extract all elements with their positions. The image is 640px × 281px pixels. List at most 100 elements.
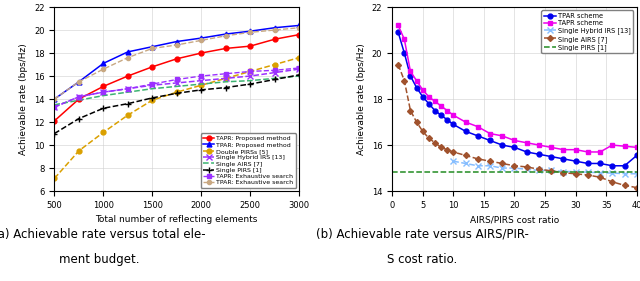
Single AIRS [7] <box>413 120 420 124</box>
X-axis label: Total number of reflecting elements: Total number of reflecting elements <box>95 215 258 224</box>
Single AIRS [7] <box>124 90 132 94</box>
Single Hybrid IRS [13] <box>271 71 278 74</box>
Single Hybrid IRS [13] <box>51 105 58 109</box>
TAPR: Proposed method: (1.5e+03, 16.8): Proposed method: (1.5e+03, 16.8) <box>148 65 156 69</box>
Single AIRS [7] <box>148 87 156 90</box>
TPAR scheme <box>535 153 543 156</box>
Double PIRSs [5] <box>173 90 180 94</box>
TPAR: Proposed method: (1.5e+03, 18.6): Proposed method: (1.5e+03, 18.6) <box>148 45 156 48</box>
Single AIRS [7] <box>559 171 567 174</box>
TPAR: Proposed method: (2.75e+03, 20.2): Proposed method: (2.75e+03, 20.2) <box>271 26 278 30</box>
Single Hybrid IRS [13] <box>474 164 481 167</box>
TPAR scheme <box>559 157 567 160</box>
Single PIRS [1] <box>246 82 254 86</box>
Single Hybrid IRS [13] <box>99 90 107 94</box>
TAPR: Exhaustive search: (1.25e+03, 14.9): Exhaustive search: (1.25e+03, 14.9) <box>124 87 132 90</box>
TAPR: Exhaustive search: (750, 14.2): Exhaustive search: (750, 14.2) <box>75 95 83 98</box>
TPAR: Proposed method: (1.25e+03, 18.1): Proposed method: (1.25e+03, 18.1) <box>124 50 132 54</box>
Line: TPAR scheme: TPAR scheme <box>396 30 639 168</box>
Single Hybrid IRS [13] <box>486 164 494 167</box>
TPAR scheme <box>511 146 518 149</box>
Single Hybrid IRS [13] <box>559 170 567 173</box>
TAPR: Proposed method: (500, 12.1): Proposed method: (500, 12.1) <box>51 119 58 123</box>
Single AIRS [7] <box>394 63 402 66</box>
TPAR: Exhaustive search: (3e+03, 20.2): Exhaustive search: (3e+03, 20.2) <box>295 26 303 30</box>
TPAR: Exhaustive search: (1e+03, 16.6): Exhaustive search: (1e+03, 16.6) <box>99 67 107 71</box>
Single Hybrid IRS [13] <box>584 171 592 174</box>
Single AIRS [7] <box>99 94 107 97</box>
TAPR scheme <box>547 146 555 149</box>
Single Hybrid IRS [13] <box>535 169 543 172</box>
Single Hybrid IRS [13] <box>461 162 469 165</box>
Single Hybrid IRS [13] <box>173 81 180 85</box>
TAPR scheme <box>449 114 457 117</box>
TPAR: Proposed method: (3e+03, 20.4): Proposed method: (3e+03, 20.4) <box>295 24 303 27</box>
TPAR scheme <box>431 109 439 112</box>
TPAR scheme <box>401 51 408 55</box>
Single AIRS [7] <box>511 164 518 167</box>
TPAR: Exhaustive search: (750, 15.5): Exhaustive search: (750, 15.5) <box>75 80 83 83</box>
Single AIRS [7] <box>51 103 58 106</box>
TPAR: Proposed method: (2e+03, 19.3): Proposed method: (2e+03, 19.3) <box>197 37 205 40</box>
TAPR scheme <box>431 100 439 103</box>
TPAR: Proposed method: (1.75e+03, 19): Proposed method: (1.75e+03, 19) <box>173 40 180 43</box>
TAPR: Proposed method: (1.25e+03, 16): Proposed method: (1.25e+03, 16) <box>124 74 132 78</box>
TPAR scheme <box>486 139 494 142</box>
Text: ment budget.: ment budget. <box>59 253 140 266</box>
TAPR scheme <box>425 95 433 98</box>
TAPR scheme <box>437 104 445 108</box>
TPAR scheme <box>584 162 592 165</box>
Single Hybrid IRS [13] <box>609 171 616 175</box>
TAPR: Proposed method: (3e+03, 19.6): Proposed method: (3e+03, 19.6) <box>295 33 303 36</box>
TAPR scheme <box>474 125 481 128</box>
Single AIRS [7] <box>431 141 439 144</box>
Single Hybrid IRS [13] <box>499 166 506 170</box>
TPAR scheme <box>499 143 506 147</box>
Line: TAPR: Exhaustive search: TAPR: Exhaustive search <box>52 66 301 109</box>
Double PIRSs [5] <box>197 83 205 87</box>
TPAR: Proposed method: (2.5e+03, 19.9): Proposed method: (2.5e+03, 19.9) <box>246 30 254 33</box>
TAPR scheme <box>413 79 420 82</box>
Text: (a) Achievable rate versus total ele-: (a) Achievable rate versus total ele- <box>0 228 205 241</box>
Single Hybrid IRS [13] <box>449 160 457 163</box>
TPAR: Exhaustive search: (2.25e+03, 19.5): Exhaustive search: (2.25e+03, 19.5) <box>222 34 230 37</box>
Y-axis label: Achievable rate (bps/Hz): Achievable rate (bps/Hz) <box>19 43 29 155</box>
Single PIRS [1] <box>75 117 83 120</box>
Single AIRS [7] <box>499 162 506 165</box>
TAPR: Proposed method: (1.75e+03, 17.5): Proposed method: (1.75e+03, 17.5) <box>173 57 180 60</box>
TPAR scheme <box>419 95 426 98</box>
Single AIRS [7] <box>406 109 414 112</box>
TAPR scheme <box>461 120 469 124</box>
Single AIRS [7] <box>419 130 426 133</box>
Single PIRS [1] <box>394 171 402 174</box>
Single AIRS [7] <box>633 186 640 189</box>
TAPR: Exhaustive search: (2.25e+03, 16.2): Exhaustive search: (2.25e+03, 16.2) <box>222 72 230 75</box>
Line: TPAR: Proposed method: TPAR: Proposed method <box>52 23 301 101</box>
TPAR: Proposed method: (750, 15.5): Proposed method: (750, 15.5) <box>75 80 83 83</box>
TPAR scheme <box>474 134 481 138</box>
Double PIRSs [5] <box>295 56 303 59</box>
Single AIRS [7] <box>246 79 254 82</box>
TAPR: Exhaustive search: (1.75e+03, 15.7): Exhaustive search: (1.75e+03, 15.7) <box>173 78 180 81</box>
TPAR scheme <box>523 150 531 154</box>
TAPR scheme <box>523 141 531 144</box>
Single Hybrid IRS [13] <box>621 172 628 175</box>
Y-axis label: Achievable rate (bps/Hz): Achievable rate (bps/Hz) <box>357 43 366 155</box>
Single AIRS [7] <box>401 79 408 82</box>
TPAR: Exhaustive search: (1.5e+03, 18.4): Exhaustive search: (1.5e+03, 18.4) <box>148 47 156 50</box>
Text: S cost ratio.: S cost ratio. <box>387 253 458 266</box>
Single Hybrid IRS [13] <box>633 172 640 176</box>
Single AIRS [7] <box>173 85 180 88</box>
Double PIRSs [5] <box>271 63 278 66</box>
TAPR: Proposed method: (2.5e+03, 18.6): Proposed method: (2.5e+03, 18.6) <box>246 44 254 48</box>
Single PIRS [1] <box>271 78 278 81</box>
TAPR scheme <box>584 150 592 154</box>
TAPR: Proposed method: (2.25e+03, 18.4): Proposed method: (2.25e+03, 18.4) <box>222 47 230 50</box>
TAPR scheme <box>535 143 543 147</box>
TAPR scheme <box>406 70 414 73</box>
TPAR scheme <box>413 86 420 89</box>
Single Hybrid IRS [13] <box>222 77 230 80</box>
TPAR scheme <box>547 155 555 158</box>
TAPR: Exhaustive search: (2e+03, 16): Exhaustive search: (2e+03, 16) <box>197 74 205 78</box>
TAPR scheme <box>401 38 408 41</box>
